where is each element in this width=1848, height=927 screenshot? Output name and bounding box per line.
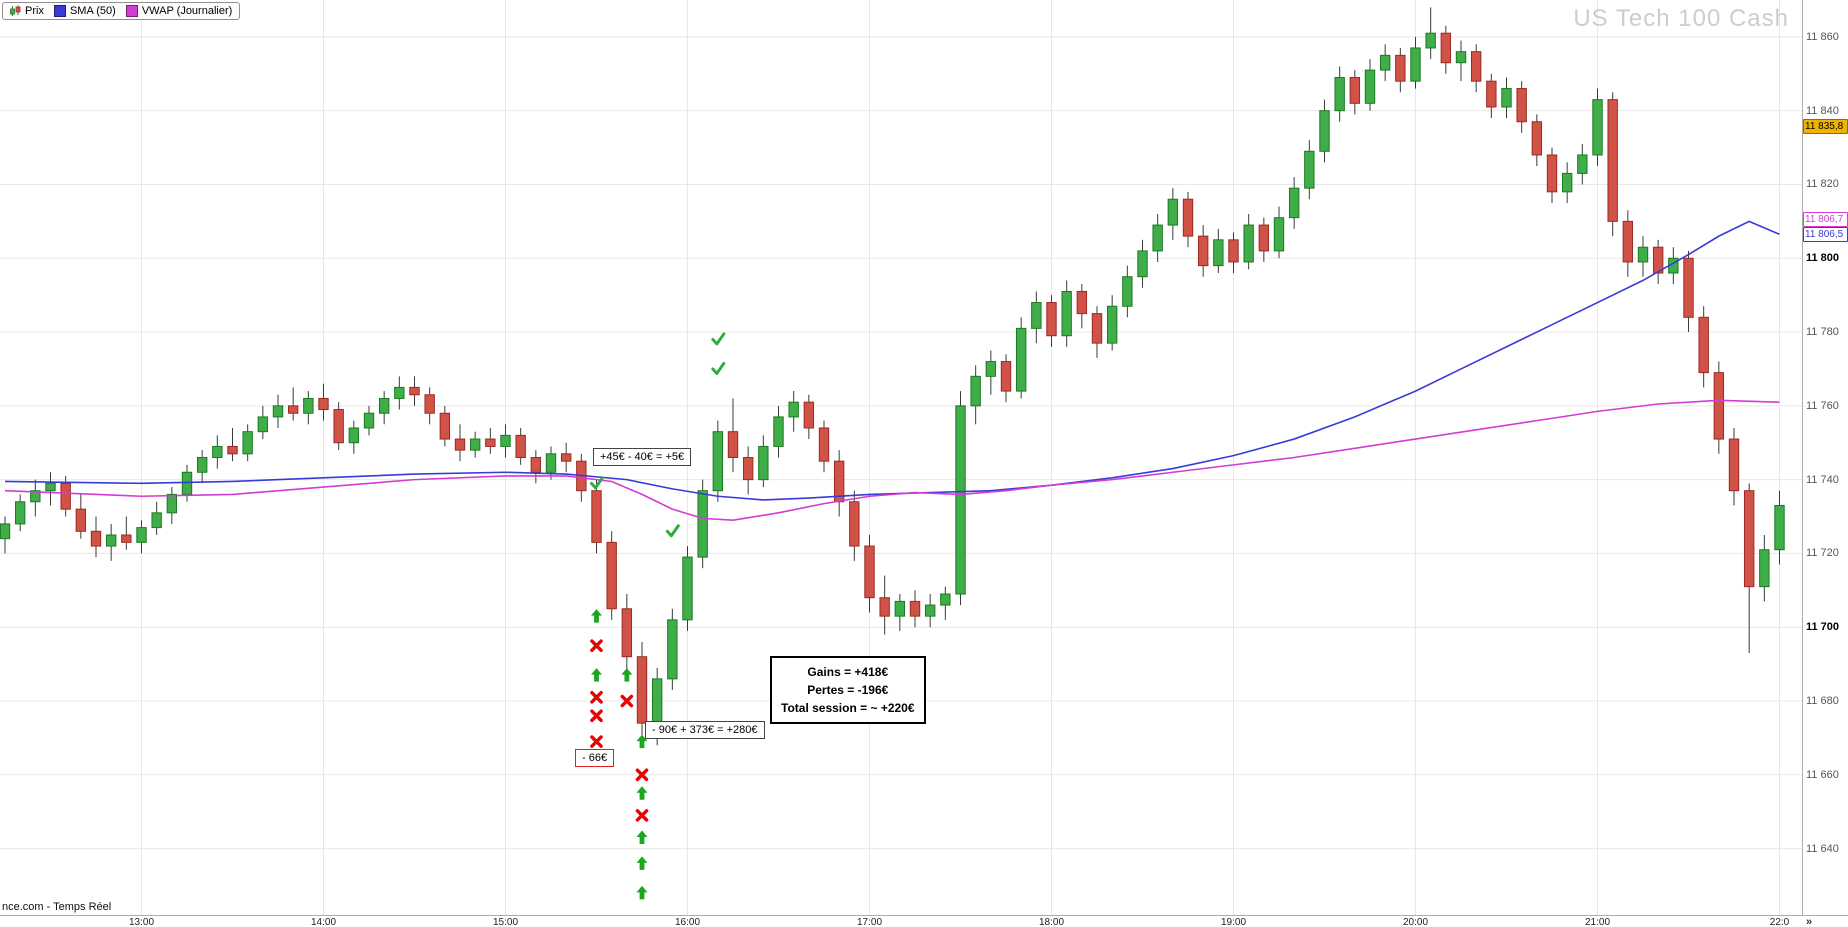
- summary-gains: Gains = +418€: [807, 665, 889, 679]
- trade-marker-x: [590, 735, 603, 748]
- trade-marker-x: [590, 691, 603, 704]
- candlestick-chart[interactable]: [0, 0, 1802, 915]
- time-tick-label: 22:0: [1769, 917, 1790, 927]
- candles-layer: [0, 7, 1785, 746]
- trade-marker-arrow-up: [621, 668, 633, 682]
- summary-total: Total session = ~ +220€: [781, 701, 915, 715]
- trade-marker-arrow-up: [636, 830, 648, 845]
- price-tick-label: 11 680: [1806, 695, 1839, 707]
- sma-swatch-icon: [53, 5, 66, 17]
- instrument-watermark: US Tech 100 Cash: [1573, 5, 1789, 32]
- trade-marker-check: [590, 476, 605, 490]
- trade-marker-arrow-up: [636, 734, 648, 749]
- legend-item-sma[interactable]: SMA (50): [53, 5, 116, 17]
- grid-layer: [0, 0, 1802, 915]
- summary-pertes: Pertes = -196€: [807, 683, 889, 697]
- scroll-right-button[interactable]: »: [1806, 916, 1813, 927]
- price-axis[interactable]: 11 860 11 840 11 820 11 800 11 780 11 760 11 7…: [1802, 0, 1848, 915]
- price-tick-label: 11 820: [1806, 178, 1839, 191]
- trade-note-loss[interactable]: - 66€: [575, 749, 615, 767]
- trade-marker-arrow-up: [636, 856, 648, 870]
- time-tick-label: 15:00: [492, 917, 519, 927]
- legend-label-sma: SMA (50): [69, 5, 116, 17]
- trade-marker-arrow-up: [591, 609, 603, 623]
- legend-label-vwap: VWAP (Journalier): [141, 5, 233, 17]
- trade-marker-x: [620, 694, 634, 708]
- price-tick-label: 11 760: [1806, 399, 1839, 412]
- trade-marker-arrow-up: [636, 885, 648, 900]
- trade-marker-arrow-up: [636, 786, 648, 800]
- trade-marker-arrow-up: [591, 668, 603, 682]
- trade-marker-x: [590, 639, 603, 652]
- trade-note-small-gain[interactable]: +45€ - 40€ = +5€: [593, 448, 692, 466]
- trade-marker-check: [665, 524, 680, 538]
- chart-legend: Prix SMA (50) VWAP (Journalier): [2, 2, 241, 20]
- time-tick-label: 21:00: [1584, 917, 1611, 927]
- price-tick-label: 11 840: [1806, 104, 1839, 117]
- candlestick-icon: [10, 5, 21, 16]
- price-tick-label: 11 720: [1806, 547, 1839, 560]
- time-tick-label: 14:00: [310, 917, 337, 927]
- price-tick-label: 11 800: [1806, 252, 1840, 265]
- legend-item-vwap[interactable]: VWAP (Journalier): [125, 5, 233, 17]
- trade-note-big-gain[interactable]: - 90€ + 373€ = +280€: [645, 721, 765, 739]
- time-tick-label: 19:00: [1220, 917, 1247, 927]
- sma-price-tag: 11 806,5: [1803, 227, 1848, 243]
- trade-marker-x: [590, 709, 603, 723]
- time-tick-label: 13:00: [128, 917, 155, 927]
- price-tick-label: 11 740: [1806, 473, 1839, 486]
- datafeed-credit: nce.com - Temps Réel: [2, 901, 112, 913]
- trade-marker-x: [635, 809, 649, 822]
- time-axis[interactable]: » 13:00 14:00 15:00 16:00 17:00 18:00 19:00 20:…: [0, 915, 1848, 927]
- vwap-swatch-icon: [125, 5, 138, 17]
- vwap-price-tag: 11 806,7: [1803, 211, 1848, 227]
- price-tick-label: 11 860: [1806, 30, 1839, 43]
- legend-label-prix: Prix: [25, 5, 44, 17]
- trade-marker-check: [711, 361, 726, 375]
- trade-marker-check: [711, 332, 726, 346]
- last-price-tag: 11 835,8: [1803, 119, 1848, 135]
- price-tick-label: 11 640: [1806, 842, 1839, 855]
- price-tick-label: 11 780: [1806, 326, 1839, 339]
- time-tick-label: 16:00: [674, 917, 701, 927]
- time-tick-label: 18:00: [1038, 917, 1065, 927]
- time-tick-label: 17:00: [856, 917, 883, 927]
- markers-layer: [590, 332, 726, 900]
- time-tick-label: 20:00: [1402, 917, 1429, 927]
- legend-item-prix[interactable]: Prix: [10, 5, 44, 17]
- session-summary-box[interactable]: Gains = +418€ Pertes = -196€ Total sessi…: [770, 656, 926, 724]
- sma-line: [4, 220, 1780, 501]
- trade-marker-x: [635, 768, 649, 782]
- price-tick-label: 11 700: [1806, 621, 1840, 634]
- vwap-line: [4, 399, 1780, 522]
- price-tick-label: 11 660: [1806, 768, 1839, 781]
